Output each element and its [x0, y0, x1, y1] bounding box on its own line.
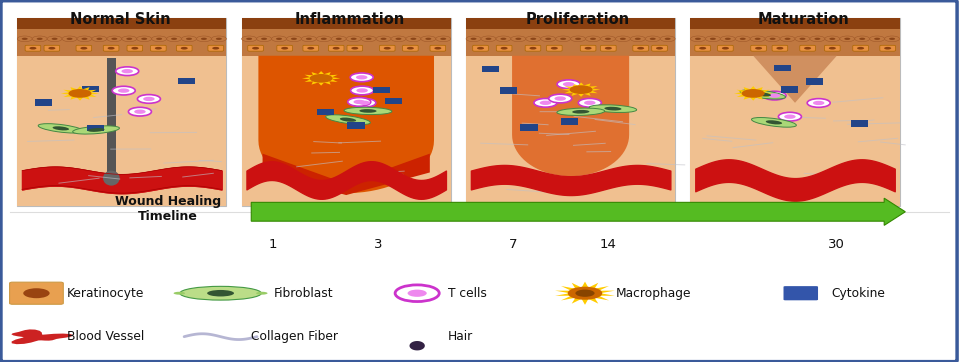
FancyBboxPatch shape: [466, 18, 675, 56]
Polygon shape: [302, 71, 340, 85]
FancyBboxPatch shape: [690, 18, 900, 206]
Circle shape: [501, 38, 506, 40]
Circle shape: [141, 38, 147, 40]
Ellipse shape: [765, 120, 783, 125]
Polygon shape: [263, 153, 430, 195]
Text: Cytokine: Cytokine: [831, 287, 885, 300]
Circle shape: [784, 38, 790, 40]
Circle shape: [359, 101, 370, 105]
FancyBboxPatch shape: [17, 18, 226, 56]
Circle shape: [586, 36, 600, 42]
Circle shape: [122, 36, 137, 42]
Circle shape: [48, 47, 56, 50]
FancyBboxPatch shape: [35, 100, 52, 106]
Circle shape: [814, 38, 820, 40]
Circle shape: [118, 88, 129, 93]
Circle shape: [381, 38, 386, 40]
Circle shape: [122, 69, 133, 73]
Circle shape: [346, 36, 362, 42]
FancyArrow shape: [251, 198, 905, 225]
Circle shape: [578, 98, 601, 107]
Circle shape: [857, 47, 864, 50]
FancyBboxPatch shape: [242, 18, 451, 206]
Circle shape: [854, 36, 870, 42]
Circle shape: [30, 47, 36, 50]
FancyBboxPatch shape: [303, 45, 318, 51]
Ellipse shape: [604, 107, 621, 110]
FancyBboxPatch shape: [430, 45, 446, 51]
FancyBboxPatch shape: [242, 56, 451, 206]
Circle shape: [825, 36, 840, 42]
FancyBboxPatch shape: [380, 45, 395, 51]
Circle shape: [426, 38, 432, 40]
Circle shape: [630, 36, 645, 42]
Circle shape: [635, 38, 641, 40]
Ellipse shape: [755, 92, 771, 96]
Circle shape: [590, 38, 596, 40]
Circle shape: [111, 38, 117, 40]
Circle shape: [216, 38, 222, 40]
FancyBboxPatch shape: [825, 45, 840, 51]
Polygon shape: [753, 56, 837, 103]
Circle shape: [755, 38, 760, 40]
Circle shape: [252, 47, 259, 50]
Circle shape: [770, 38, 776, 40]
FancyBboxPatch shape: [466, 18, 675, 29]
FancyBboxPatch shape: [690, 18, 900, 29]
Circle shape: [257, 36, 271, 42]
Ellipse shape: [339, 118, 356, 122]
Circle shape: [362, 36, 376, 42]
Ellipse shape: [740, 90, 785, 99]
FancyBboxPatch shape: [466, 56, 675, 206]
Circle shape: [830, 38, 835, 40]
Circle shape: [695, 38, 701, 40]
FancyBboxPatch shape: [580, 45, 596, 51]
Circle shape: [17, 36, 33, 42]
FancyBboxPatch shape: [25, 45, 40, 51]
Circle shape: [406, 36, 421, 42]
Circle shape: [408, 290, 427, 297]
FancyBboxPatch shape: [521, 124, 538, 131]
Circle shape: [585, 47, 592, 50]
Circle shape: [530, 38, 536, 40]
Text: Wound Healing
Timeline: Wound Healing Timeline: [115, 195, 221, 223]
Circle shape: [829, 47, 836, 50]
Text: T cells: T cells: [448, 287, 487, 300]
Circle shape: [421, 36, 435, 42]
Circle shape: [306, 38, 312, 40]
Text: 14: 14: [599, 238, 617, 251]
Circle shape: [395, 38, 402, 40]
Circle shape: [211, 36, 226, 42]
FancyBboxPatch shape: [633, 45, 648, 51]
FancyBboxPatch shape: [774, 65, 791, 71]
Circle shape: [365, 38, 371, 40]
FancyBboxPatch shape: [87, 125, 105, 131]
Circle shape: [440, 38, 446, 40]
FancyBboxPatch shape: [277, 45, 292, 51]
Ellipse shape: [589, 105, 637, 113]
Circle shape: [180, 47, 188, 50]
Circle shape: [129, 107, 152, 116]
Circle shape: [620, 38, 626, 40]
Circle shape: [23, 288, 50, 298]
Text: Collagen Fiber: Collagen Fiber: [251, 330, 339, 343]
Circle shape: [246, 38, 252, 40]
Text: 3: 3: [374, 238, 382, 251]
Circle shape: [143, 97, 154, 101]
Circle shape: [784, 114, 796, 119]
Circle shape: [333, 47, 339, 50]
Circle shape: [755, 47, 762, 50]
Circle shape: [769, 93, 781, 98]
Ellipse shape: [573, 110, 590, 114]
FancyBboxPatch shape: [652, 45, 667, 51]
Circle shape: [197, 36, 211, 42]
Circle shape: [534, 98, 557, 107]
Polygon shape: [734, 86, 772, 101]
FancyBboxPatch shape: [17, 18, 226, 29]
Circle shape: [186, 38, 192, 40]
Circle shape: [376, 36, 391, 42]
Circle shape: [584, 101, 596, 105]
Circle shape: [840, 36, 854, 42]
Circle shape: [316, 36, 331, 42]
